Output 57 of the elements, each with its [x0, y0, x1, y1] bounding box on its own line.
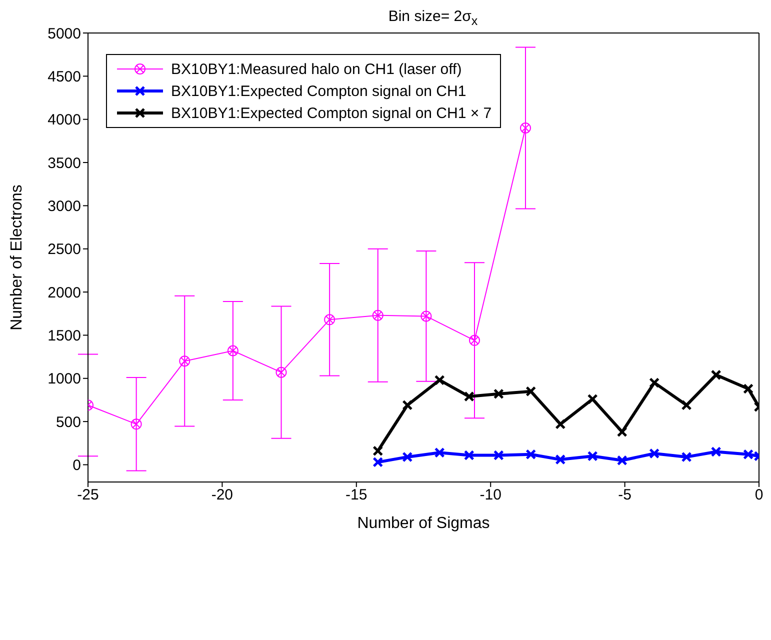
point	[743, 383, 754, 394]
point	[464, 450, 474, 460]
point	[402, 452, 413, 462]
point	[649, 448, 660, 459]
point	[130, 418, 142, 430]
point	[710, 446, 722, 458]
point	[434, 447, 445, 458]
y-tick-label: 5000	[48, 25, 81, 42]
legend-label: BX10BY1:Expected Compton signal on CH1	[171, 82, 466, 100]
point	[616, 426, 628, 438]
y-tick-label: 2500	[48, 241, 81, 258]
point	[464, 391, 474, 402]
point	[493, 450, 504, 460]
y-tick-label: 3500	[48, 154, 81, 172]
legend-label: BX10BY1:Expected Compton signal on CH1 × 7	[171, 104, 492, 122]
chart-title: Bin size= 2σ$_{x}$	[387, 8, 479, 28]
point	[587, 450, 598, 462]
x-tick-label: -20	[211, 486, 234, 504]
point	[526, 449, 536, 460]
point	[402, 400, 413, 410]
y-axis-title: Number of Electrons	[8, 184, 26, 330]
point	[324, 314, 336, 326]
point	[616, 455, 628, 466]
point	[681, 452, 692, 462]
point	[681, 400, 692, 410]
y-tick-label: 1000	[48, 370, 81, 388]
legend-label: BX10BY1:Measured halo on CH1 (laser off)	[171, 60, 462, 78]
y-tick-label: 3000	[48, 198, 81, 216]
point	[555, 454, 566, 465]
y-tick-label: 500	[56, 414, 81, 431]
y-tick-label: 0	[72, 457, 81, 474]
point	[372, 446, 384, 456]
y-tick-label: 2000	[48, 284, 81, 302]
y-tick-label: 1500	[48, 328, 81, 345]
point	[434, 374, 445, 386]
x-tick-label: -25	[77, 486, 99, 504]
x-tick-label: 0	[754, 486, 764, 504]
x-tick-label: -5	[618, 486, 632, 504]
point	[526, 386, 536, 397]
x-tick-label: -10	[480, 486, 502, 504]
point	[555, 418, 566, 430]
point	[587, 394, 598, 404]
point	[276, 366, 287, 378]
y-tick-label: 4000	[48, 112, 81, 129]
point	[420, 310, 432, 322]
point	[649, 377, 660, 388]
point	[372, 310, 384, 321]
x-tick-label: -15	[346, 486, 368, 504]
point	[493, 388, 504, 400]
point	[372, 456, 384, 468]
point	[179, 356, 190, 367]
point	[227, 345, 238, 356]
y-tick-label: 4500	[48, 68, 81, 86]
x-axis-title: Number of Sigmas	[357, 515, 490, 532]
point	[710, 370, 722, 380]
point	[468, 334, 480, 346]
point	[520, 122, 531, 134]
